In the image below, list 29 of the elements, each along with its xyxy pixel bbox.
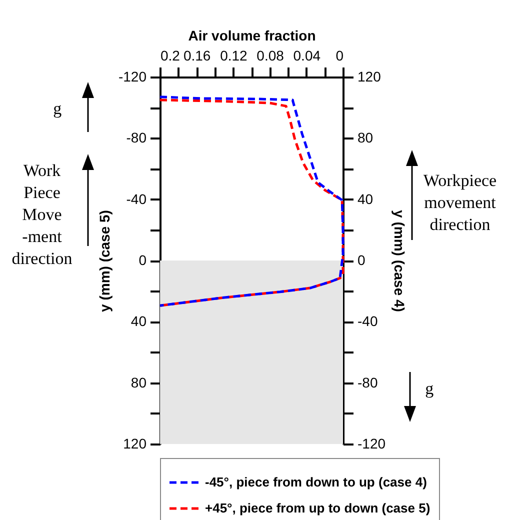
text: Work Piece Move -ment direction (10, 160, 74, 270)
y2-tick-label: 40 (358, 190, 374, 207)
legend-label: -45°, piece from down to up (case 4) (205, 474, 427, 490)
y2-tick-label: -120 (358, 436, 386, 452)
y-tick-label: -40 (126, 190, 147, 207)
y2-tick-label: -80 (358, 374, 378, 390)
y2-tick-label: 80 (358, 130, 374, 146)
x-axis-title: Air volume fraction (188, 28, 316, 44)
y-tick-label: 0 (138, 252, 147, 268)
x-tick-label: 0.2 (160, 48, 180, 64)
y2-tick-label: -40 (358, 313, 378, 330)
text: Workpiece movement direction (422, 170, 498, 236)
text: g⃗ (424, 378, 448, 400)
x-tick-label: 0.12 (220, 48, 248, 64)
y-tick-label: 40 (130, 313, 147, 330)
y-tick-label: 80 (130, 374, 147, 390)
y-axis-title: y (mm) (case 5) (96, 210, 112, 312)
y-tick-label: 120 (123, 436, 147, 452)
y-tick-label: -80 (126, 130, 147, 146)
y2-tick-label: 120 (358, 68, 382, 84)
legend-label: +45°, piece from up to down (case 5) (205, 500, 430, 516)
y2-tick-label: 0 (358, 252, 366, 268)
x-tick-label: 0.08 (256, 48, 284, 64)
x-tick-label: 0.16 (183, 48, 211, 64)
x-tick-label: 0.04 (293, 48, 321, 64)
y2-axis-title: y (mm) (case 4) (392, 210, 408, 312)
x-tick-label: 0 (336, 48, 344, 64)
y-tick-label: -120 (118, 68, 147, 84)
text: g⃗ (52, 98, 76, 120)
